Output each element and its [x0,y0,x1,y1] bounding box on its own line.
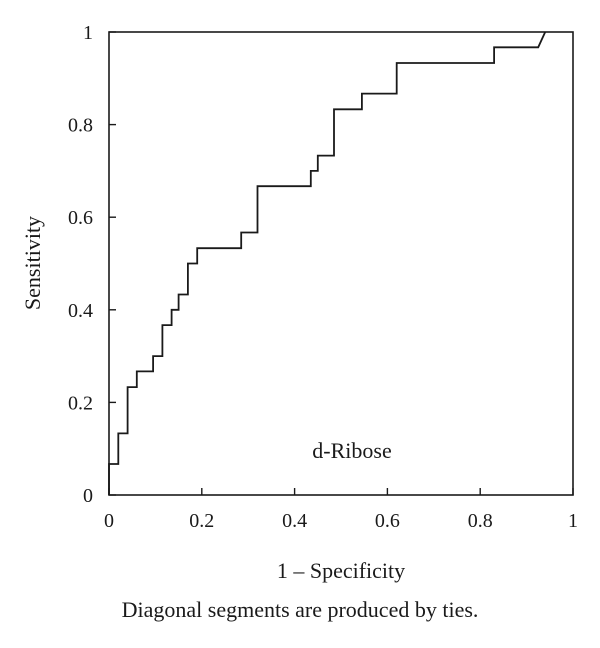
x-tick-label: 0.8 [468,510,493,532]
y-axis-label: Sensitivity [20,216,45,310]
y-tick-label: 0.2 [68,392,93,414]
y-tick-label: 0.8 [68,115,93,137]
x-tick-label: 0.2 [189,510,214,532]
roc-curve-line [108,31,547,495]
y-tick-label: 0.4 [68,300,93,322]
plot-frame [108,31,574,496]
y-tick-label: 0.6 [68,207,93,229]
curve-annotation: d-Ribose [312,438,391,463]
x-axis-label: 1 – Specificity [277,558,405,583]
x-tick-label: 0.4 [282,510,307,532]
x-tick-label: 0.6 [375,510,400,532]
y-tick-label: 0 [83,485,93,507]
x-tick-label: 1 [568,510,578,532]
x-tick-label: 0 [104,510,114,532]
y-tick-label: 1 [83,22,93,44]
y-axis: 0 0.2 0.4 0.6 0.8 1 [68,22,116,507]
chart-caption: Diagonal segments are produced by ties. [121,597,479,622]
x-axis: 0 0.2 0.4 0.6 0.8 1 [104,488,578,532]
